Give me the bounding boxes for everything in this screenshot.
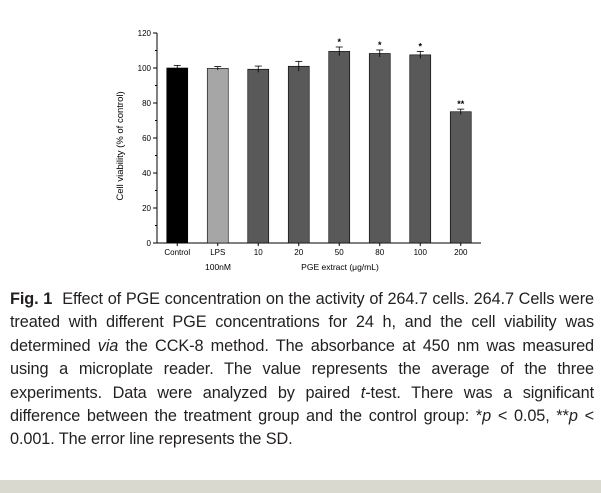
y-tick-label: 40	[142, 169, 151, 178]
significance-marker: **	[457, 99, 465, 109]
x-tick-label: 10	[254, 248, 263, 257]
lps-dose-label: 100nM	[205, 262, 231, 272]
x-axis-label: PGE extract (μg/mL)	[301, 262, 379, 272]
caption-text-4: < 0.05, **	[491, 407, 569, 426]
bar	[287, 65, 310, 244]
x-tick-label: 100	[414, 248, 428, 257]
bottom-rule	[0, 480, 601, 493]
bar	[206, 68, 229, 244]
bar	[328, 51, 351, 244]
y-tick-label: 80	[142, 99, 151, 108]
x-tick-label: 80	[375, 248, 384, 257]
y-axis-label: Cell viability (% of control)	[115, 91, 126, 200]
caption-p-1: p	[482, 407, 492, 426]
y-tick-label: 60	[142, 134, 151, 143]
significance-marker: *	[337, 37, 341, 47]
x-tick-label: 200	[454, 248, 468, 257]
plot-area: 0 20 40 60 80 100 120 Control LPS 10 20 * 50 * 80 * 100 *…	[138, 29, 481, 257]
bar	[166, 67, 189, 244]
x-tick-label: Control	[164, 248, 190, 257]
bar-chart: 0 20 40 60 80 100 120 Control LPS 10 20 * 50 * 80 * 100 *…	[115, 29, 481, 272]
bar	[449, 111, 472, 244]
caption-text-5: < 0.001. The error line represents the S…	[10, 407, 594, 449]
caption-text-1: Effect of PGE concentration on the activ…	[10, 290, 594, 355]
bar	[368, 53, 391, 244]
y-tick-label: 0	[147, 239, 152, 248]
y-tick-label: 120	[138, 29, 152, 38]
figure-label: Fig. 1	[10, 290, 53, 308]
x-tick-label: LPS	[210, 248, 225, 257]
x-tick-label: 50	[335, 248, 344, 257]
bar	[247, 68, 270, 244]
x-tick-label: 20	[294, 248, 303, 257]
significance-marker: *	[418, 41, 422, 51]
figure-caption: Fig. 1 Effect of PGE concentration on the…	[10, 288, 594, 452]
caption-via: via	[97, 336, 119, 355]
caption-t: t	[360, 383, 366, 402]
caption-p-2: p	[568, 407, 578, 426]
significance-marker: *	[378, 40, 382, 50]
caption-text-3: -test. There was a significant differenc…	[10, 383, 594, 426]
bar	[409, 54, 432, 244]
caption-text-2: the CCK-8 method. The absorbance at 450 …	[10, 336, 594, 402]
y-tick-label: 20	[142, 204, 151, 213]
y-tick-label: 100	[138, 64, 152, 73]
